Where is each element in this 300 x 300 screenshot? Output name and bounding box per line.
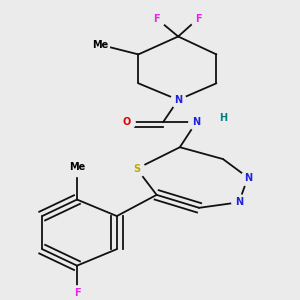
Text: N: N xyxy=(174,95,182,105)
Text: S: S xyxy=(133,164,140,174)
Text: Me: Me xyxy=(69,161,85,172)
Text: N: N xyxy=(235,197,243,207)
Text: Me: Me xyxy=(92,40,108,50)
Text: H: H xyxy=(219,113,227,123)
Text: O: O xyxy=(123,117,131,127)
Text: F: F xyxy=(153,14,160,24)
Text: N: N xyxy=(244,172,252,182)
Text: F: F xyxy=(74,288,80,298)
Text: N: N xyxy=(192,117,200,127)
Text: F: F xyxy=(195,14,201,24)
